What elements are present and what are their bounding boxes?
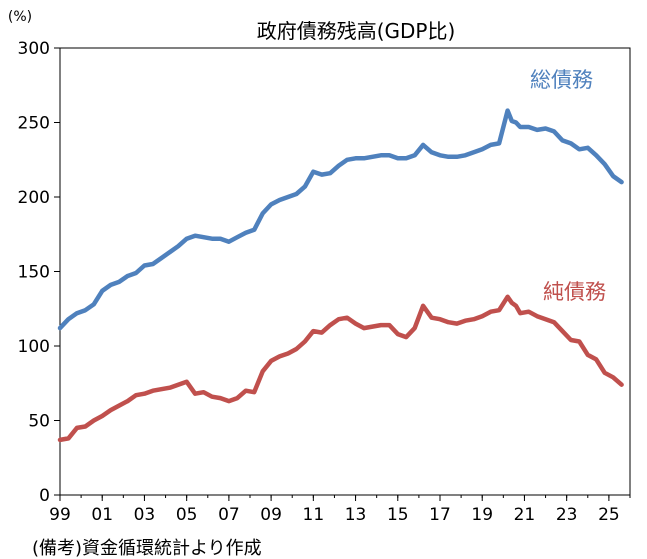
y-tick-label: 150 [18,263,50,283]
x-tick-label: 17 [429,505,451,525]
series-line-net-debt [57,294,624,443]
x-tick-label: 05 [176,505,198,525]
x-tick-label: 07 [218,505,240,525]
chart-title: 政府債務残高(GDP比) [257,19,456,43]
series-lines [57,108,624,443]
y-tick-label: 50 [28,412,50,432]
x-axis: 99 01 03 05 07 09 11 13 15 17 19 21 23 25 [49,495,631,525]
x-tick-label: 99 [49,505,71,525]
x-tick-label: 13 [345,505,367,525]
y-tick-label: 100 [18,337,50,357]
x-tick-label: 19 [471,505,493,525]
x-tick-label: 23 [556,505,578,525]
y-tick-label: 250 [18,114,50,134]
series-label-gross-debt: 総債務 [530,68,593,92]
y-axis: 0 50 100 150 200 250 300 [18,39,60,506]
x-tick-label: 09 [260,505,282,525]
x-tick-label: 01 [91,505,113,525]
source-note: (備考)資金循環統計より作成 [32,538,262,559]
series-line-gross-debt [57,108,624,331]
x-tick-label: 15 [387,505,409,525]
y-tick-label: 0 [39,486,50,506]
y-axis-unit: (%) [8,9,32,25]
series-label-net-debt: 純債務 [543,280,606,304]
y-tick-label: 300 [18,39,50,59]
plot-area [59,47,631,496]
x-tick-label: 03 [134,505,156,525]
x-tick-label: 25 [598,505,620,525]
y-tick-label: 200 [18,188,50,208]
x-tick-label: 11 [303,505,325,525]
x-tick-label: 21 [514,505,536,525]
